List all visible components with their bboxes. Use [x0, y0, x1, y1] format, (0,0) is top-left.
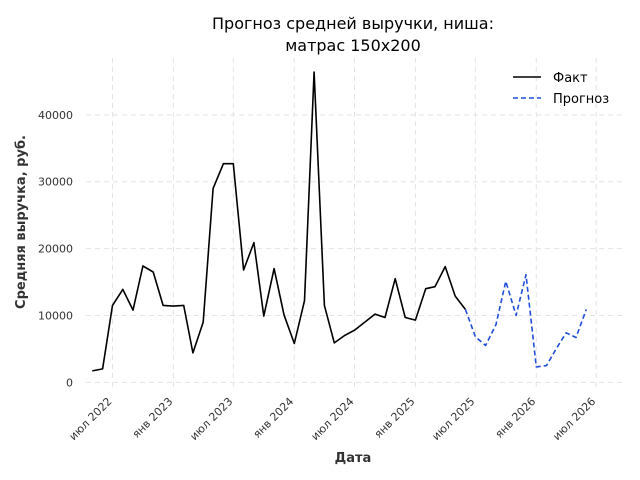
chart-title-line-1: Прогноз средней выручки, ниша:	[212, 14, 494, 33]
x-axis-label: Дата	[335, 451, 372, 466]
chart-title-line-2: матрас 150х200	[285, 36, 421, 55]
x-axis-ticks: июл 2022 янв 2023 июл 2023 янв 2024 июл 2024…	[67, 395, 599, 443]
y-tick-label: 0	[66, 376, 73, 389]
series-line-forecast	[464, 273, 588, 368]
x-tick-label: июл 2023	[187, 395, 235, 443]
y-axis-ticks: 0 10000 20000 30000 40000	[38, 109, 73, 389]
x-tick-label: янв 2024	[251, 395, 297, 441]
grid	[86, 58, 625, 389]
x-tick-label: июл 2024	[309, 395, 357, 443]
legend-label-fact: Факт	[553, 71, 588, 86]
series-line-fact	[92, 71, 467, 372]
x-tick-label: янв 2025	[372, 395, 418, 441]
y-tick-label: 20000	[38, 243, 73, 256]
legend: Факт Прогноз	[513, 71, 609, 107]
y-tick-label: 30000	[38, 176, 73, 189]
y-axis-label: Средняя выручка, руб.	[14, 135, 29, 309]
y-tick-label: 40000	[38, 109, 73, 122]
x-tick-label: июл 2025	[429, 395, 477, 443]
x-tick-label: июл 2022	[67, 395, 115, 443]
x-tick-label: янв 2023	[130, 395, 176, 441]
x-tick-label: июл 2026	[550, 395, 598, 443]
x-tick-label: янв 2026	[493, 395, 539, 441]
series-lines	[92, 71, 588, 372]
legend-label-forecast: Прогноз	[553, 92, 609, 107]
y-tick-label: 10000	[38, 309, 73, 322]
